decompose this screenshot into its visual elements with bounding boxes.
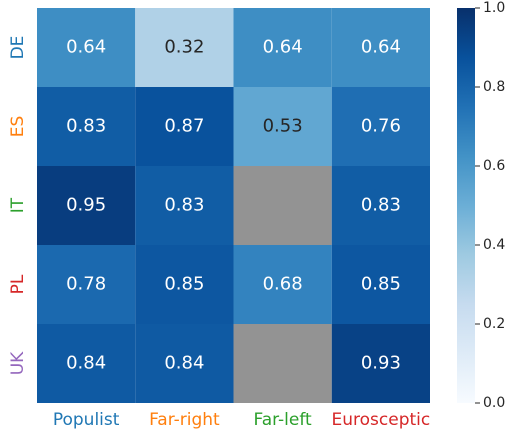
heatmap-cell bbox=[37, 245, 136, 324]
heatmap-cell bbox=[233, 87, 332, 166]
heatmap-cell bbox=[331, 324, 430, 403]
cell-label: 0.84 bbox=[164, 353, 204, 374]
y-tick-label: DE bbox=[8, 36, 28, 60]
x-tick-label: Eurosceptic bbox=[332, 410, 431, 430]
colorbar-tick-label: 1.0 bbox=[483, 0, 505, 16]
colorbar-tick-label: 0.6 bbox=[483, 158, 505, 174]
missing-cell bbox=[233, 324, 332, 403]
colorbar-tick-label: 0.2 bbox=[483, 316, 505, 332]
cell-label: 0.32 bbox=[164, 37, 204, 58]
colorbar-tick-label: 0.4 bbox=[483, 237, 505, 253]
cell-label: 0.68 bbox=[263, 274, 303, 295]
x-tick-label: Far-right bbox=[149, 410, 220, 430]
heatmap-cell bbox=[135, 166, 234, 245]
cell-label: 0.95 bbox=[66, 195, 106, 216]
heatmap-cell bbox=[135, 324, 234, 403]
heatmap-cell bbox=[135, 8, 234, 87]
y-tick-label: PL bbox=[8, 274, 28, 294]
heatmap-cell bbox=[37, 324, 136, 403]
x-tick-label: Populist bbox=[53, 410, 120, 430]
y-tick-label: UK bbox=[8, 351, 28, 375]
cell-label: 0.83 bbox=[66, 116, 106, 137]
cell-label: 0.64 bbox=[263, 37, 303, 58]
cell-label: 0.93 bbox=[361, 353, 401, 374]
cell-label: 0.64 bbox=[66, 37, 106, 58]
cell-label: 0.85 bbox=[361, 274, 401, 295]
heatmap-cell bbox=[233, 245, 332, 324]
y-tick-label: ES bbox=[8, 116, 28, 138]
heatmap-cell bbox=[135, 245, 234, 324]
x-tick-label: Far-left bbox=[254, 410, 313, 430]
cell-label: 0.76 bbox=[361, 116, 401, 137]
colorbar bbox=[457, 8, 475, 403]
heatmap-cell bbox=[331, 8, 430, 87]
heatmap-cell bbox=[233, 8, 332, 87]
colorbar-tick-label: 0.0 bbox=[483, 395, 505, 411]
cell-label: 0.53 bbox=[263, 116, 303, 137]
cell-label: 0.83 bbox=[361, 195, 401, 216]
cell-label: 0.85 bbox=[164, 274, 204, 295]
cell-label: 0.83 bbox=[164, 195, 204, 216]
cell-label: 0.87 bbox=[164, 116, 204, 137]
cell-label: 0.78 bbox=[66, 274, 106, 295]
colorbar-tick-label: 0.8 bbox=[483, 79, 505, 95]
missing-cell bbox=[233, 166, 332, 245]
cell-label: 0.84 bbox=[66, 353, 106, 374]
heatmap-cell bbox=[331, 87, 430, 166]
heatmap-cell bbox=[331, 166, 430, 245]
heatmap-cell bbox=[37, 8, 136, 87]
cell-label: 0.64 bbox=[361, 37, 401, 58]
heatmap-cell bbox=[37, 87, 136, 166]
heatmap-cell bbox=[37, 166, 136, 245]
heatmap-cell bbox=[135, 87, 234, 166]
y-tick-label: IT bbox=[8, 197, 28, 213]
heatmap-cell bbox=[331, 245, 430, 324]
